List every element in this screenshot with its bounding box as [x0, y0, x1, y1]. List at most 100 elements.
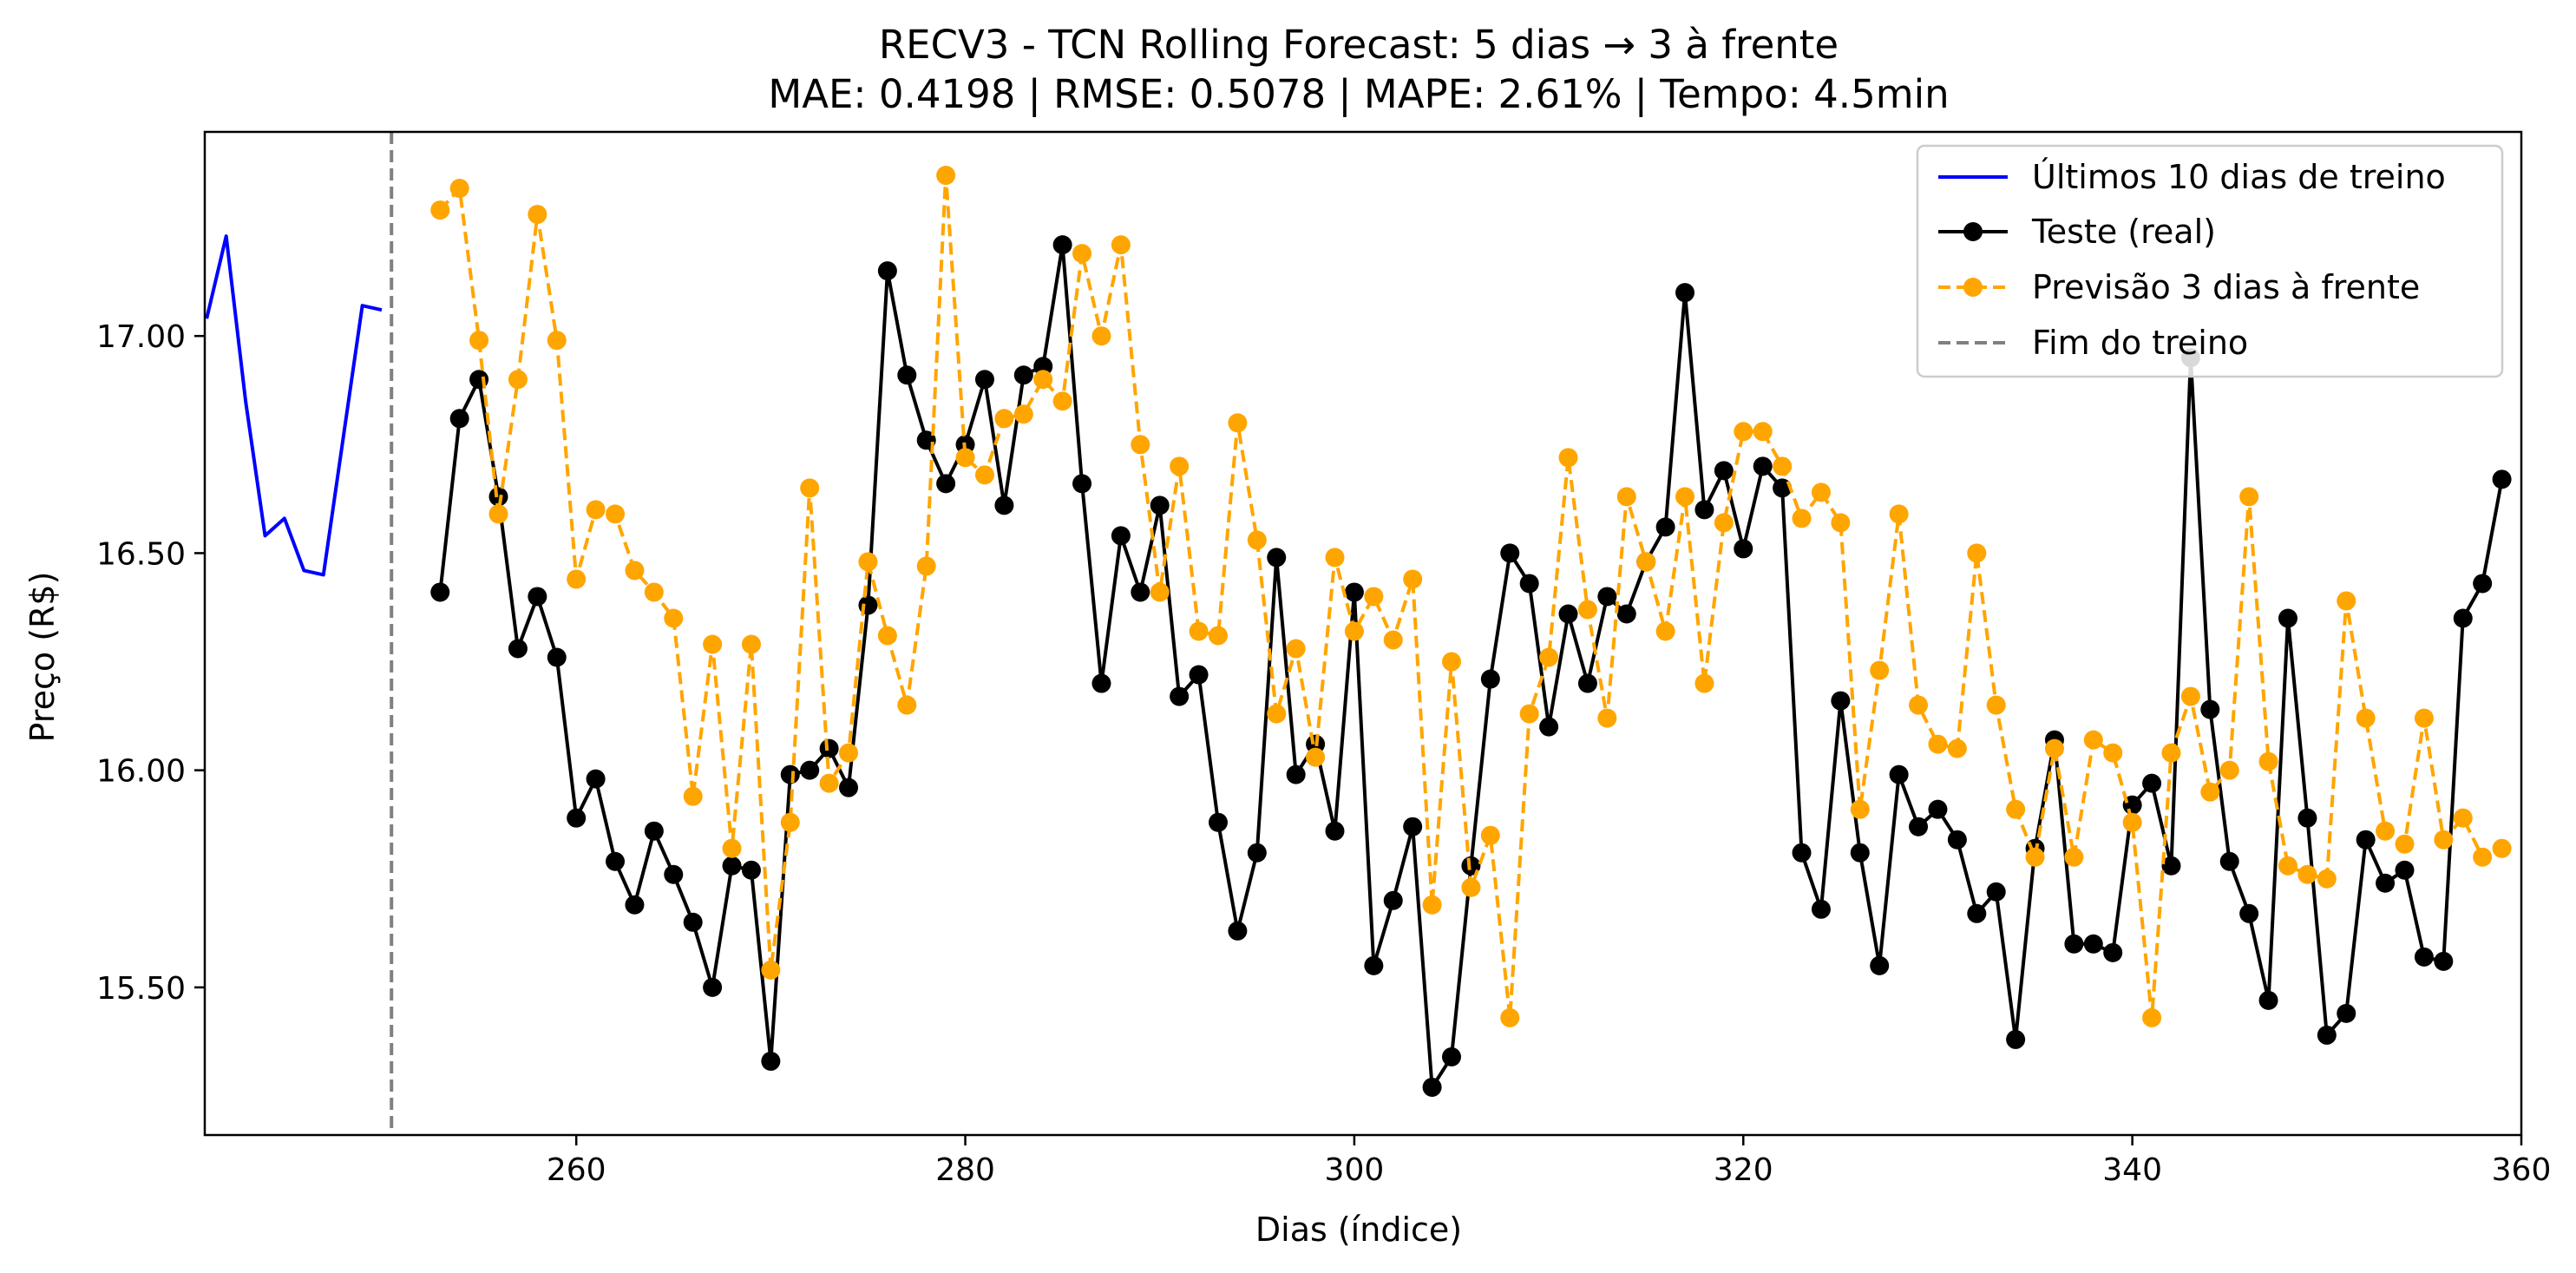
data-point-forecast [2122, 812, 2142, 832]
data-point-test [508, 639, 528, 659]
data-point-forecast [1013, 404, 1033, 424]
data-point-forecast [606, 504, 626, 524]
data-point-forecast [528, 205, 547, 225]
data-point-forecast [1947, 738, 1967, 758]
data-point-test [1344, 582, 1364, 602]
y-axis-label: Preço (R$) [23, 572, 62, 743]
data-point-forecast [1383, 630, 1403, 650]
data-point-forecast [897, 695, 917, 715]
data-point-test [2278, 608, 2297, 628]
data-point-forecast [974, 465, 994, 485]
data-point-forecast [1170, 456, 1190, 476]
data-point-test [877, 261, 897, 281]
data-point-forecast [1539, 647, 1559, 667]
data-point-forecast [1461, 877, 1481, 897]
data-point-forecast [1986, 695, 2006, 715]
data-point-forecast [2044, 738, 2064, 758]
plot-area [205, 132, 2512, 1135]
data-point-forecast [916, 556, 936, 576]
data-point-forecast [1150, 582, 1170, 602]
legend-label-train-end: Fim do treino [2032, 324, 2248, 362]
data-point-forecast [1228, 413, 1248, 433]
data-point-test [1694, 500, 1714, 520]
data-point-forecast [644, 582, 664, 602]
data-point-test [488, 487, 508, 507]
data-point-forecast [488, 504, 508, 524]
data-point-forecast [2317, 869, 2337, 889]
axis-ticks: 260 280 300 320 340 360 15.50 16.00 16.50 17.00 [96, 319, 2551, 1188]
data-point-test [1811, 899, 1831, 919]
data-point-test [819, 738, 839, 758]
data-point-test [1734, 539, 1753, 559]
data-point-forecast [508, 370, 528, 390]
data-point-forecast [2492, 838, 2512, 858]
data-point-test [2142, 773, 2162, 793]
data-point-forecast [1247, 530, 1267, 550]
data-point-forecast [1967, 543, 1987, 563]
data-point-forecast [1714, 513, 1734, 533]
data-point-test [1091, 673, 1111, 693]
data-point-forecast [430, 200, 450, 220]
data-point-test [1111, 526, 1131, 546]
chart-subtitle: MAE: 0.4198 | RMSE: 0.5078 | MAPE: 2.61%… [768, 71, 1949, 117]
data-point-test [722, 856, 742, 876]
data-point-test [606, 851, 626, 871]
data-point-test [936, 474, 956, 494]
data-point-test [2161, 856, 2181, 876]
data-point-forecast [2453, 808, 2473, 828]
data-point-forecast [1189, 621, 1209, 641]
data-point-test [974, 370, 994, 390]
data-point-forecast [2434, 830, 2454, 850]
data-point-forecast [839, 743, 859, 763]
legend-marker-forecast [1963, 278, 1983, 297]
data-point-forecast [1131, 435, 1150, 455]
data-point-test [1889, 764, 1909, 784]
data-point-test [449, 409, 469, 429]
data-point-forecast [2142, 1007, 2162, 1027]
data-point-test [1013, 365, 1033, 385]
legend-label-forecast: Previsão 3 dias à frente [2032, 268, 2420, 306]
data-point-forecast [1694, 673, 1714, 693]
data-point-forecast [1616, 487, 1636, 507]
data-point-test [1675, 283, 1695, 303]
data-point-forecast [955, 448, 975, 468]
data-point-test [839, 778, 859, 797]
data-point-forecast [858, 552, 878, 572]
data-point-forecast [1655, 621, 1675, 641]
data-point-test [1616, 604, 1636, 624]
data-point-test [1480, 669, 1500, 689]
data-point-forecast [1792, 509, 1812, 528]
data-point-test [1558, 604, 1578, 624]
data-point-forecast [2180, 686, 2200, 706]
data-point-test [2337, 1003, 2356, 1023]
data-point-test [1286, 764, 1306, 784]
x-tick-label: 320 [1714, 1152, 1773, 1188]
data-point-forecast [1928, 734, 1948, 754]
data-point-forecast [2297, 864, 2317, 884]
data-point-forecast [994, 409, 1014, 429]
data-point-test [1928, 799, 1948, 819]
data-point-test [1986, 882, 2006, 902]
data-point-forecast [2278, 856, 2297, 876]
data-point-test [1539, 717, 1559, 737]
data-point-test [1189, 665, 1209, 685]
data-point-forecast [2025, 847, 2045, 867]
data-point-forecast [664, 608, 684, 628]
data-point-test [430, 582, 450, 602]
data-point-test [1655, 517, 1675, 537]
data-point-test [2434, 951, 2454, 971]
data-point-forecast [1850, 799, 1870, 819]
data-point-forecast [1831, 513, 1851, 533]
chart-title: RECV3 - TCN Rolling Forecast: 5 dias → 3… [879, 22, 1839, 68]
legend-label-test: Teste (real) [2031, 213, 2216, 251]
y-tick-label: 16.00 [96, 754, 186, 790]
legend-marker-test [1963, 222, 1983, 241]
data-point-forecast [1033, 370, 1053, 390]
data-point-forecast [1072, 244, 1092, 264]
x-tick-label: 340 [2102, 1152, 2162, 1188]
data-point-forecast [877, 626, 897, 646]
data-point-forecast [567, 569, 587, 589]
data-point-forecast [761, 960, 781, 980]
data-point-forecast [1558, 448, 1578, 468]
data-point-test [780, 764, 800, 784]
